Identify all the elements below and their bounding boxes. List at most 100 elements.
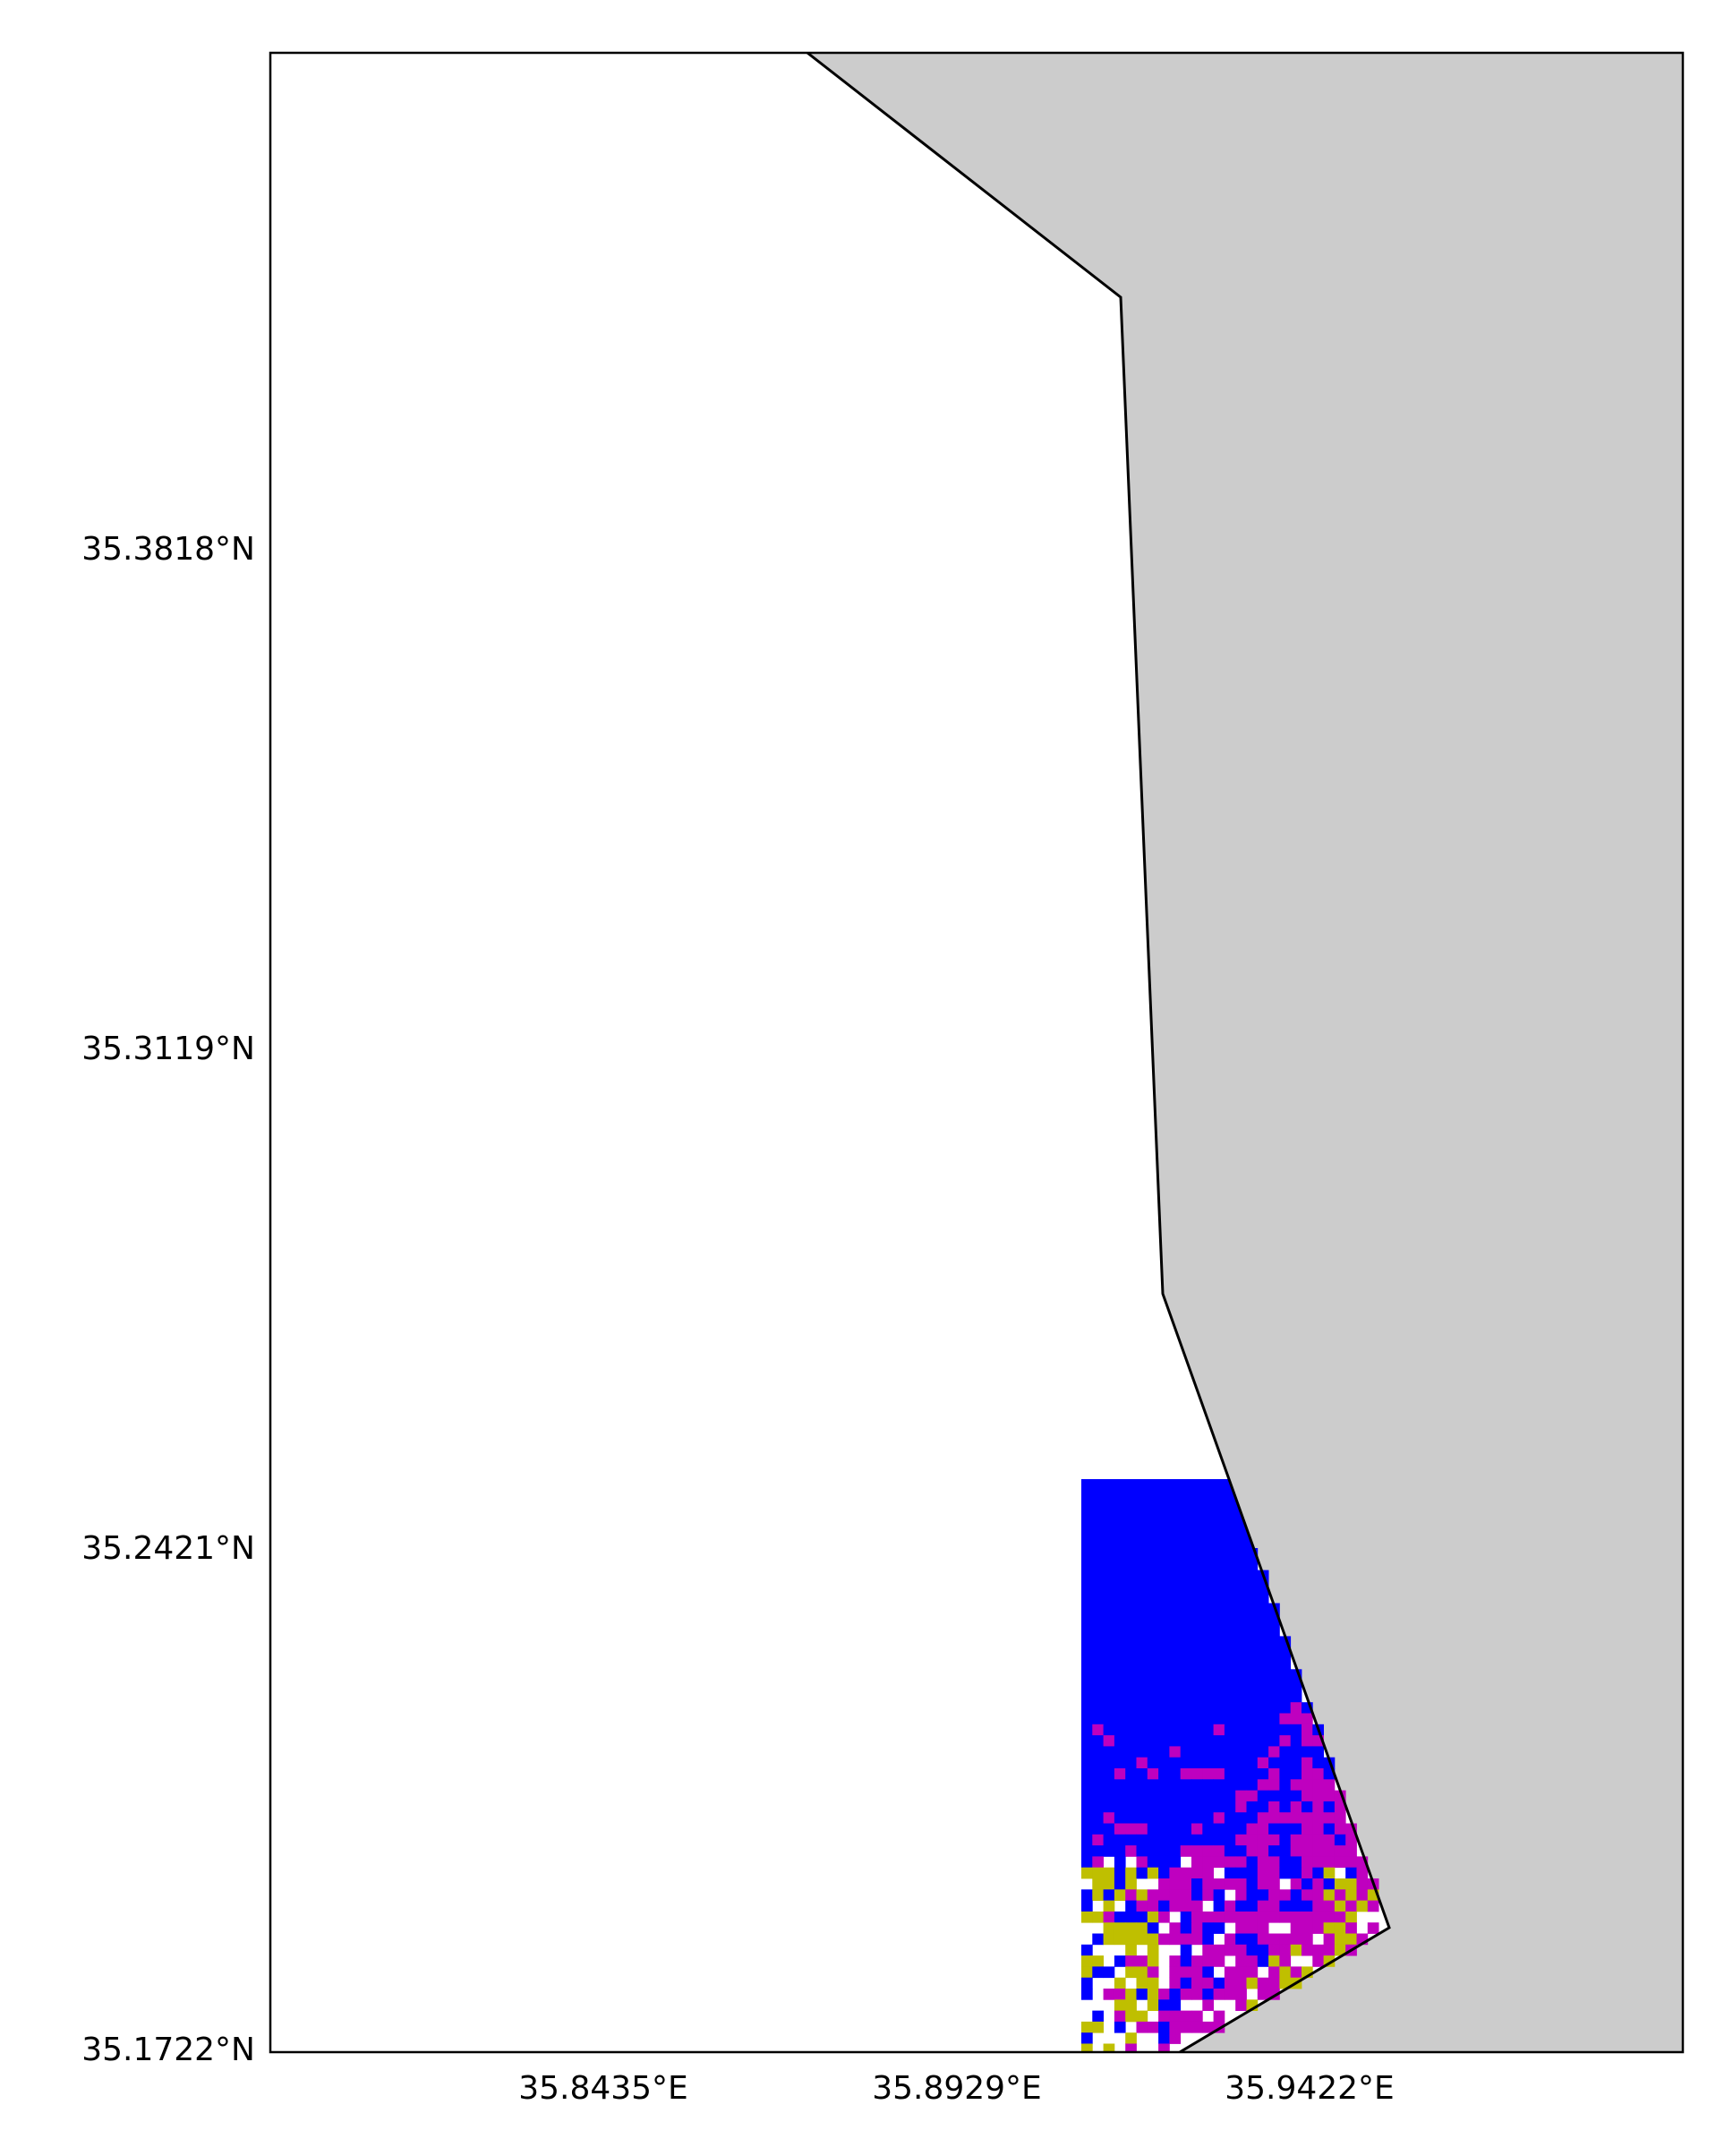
raster-cell-yellow [1125,1878,1137,1890]
raster-cell-blue [1158,1658,1170,1670]
raster-cell-blue [1092,1933,1104,1946]
raster-cell-yellow [1136,1966,1148,1979]
raster-cell-blue [1279,1768,1292,1780]
raster-cell-blue [1114,1955,1126,1967]
raster-cell-blue [1246,1889,1259,1901]
raster-cell-yellow [1081,1911,1093,1923]
raster-cell-blue [1136,1570,1148,1582]
raster-cell-blue [1092,1713,1104,1725]
raster-cell-blue [1114,1592,1126,1604]
raster-cell-blue [1114,1834,1126,1846]
raster-cell-yellow [1092,2021,1104,2033]
raster-cell-yellow [1114,1999,1126,2011]
raster-cell-magenta [1356,1889,1369,1901]
raster-cell-blue [1235,1933,1247,1946]
raster-cell-magenta [1268,1911,1280,1923]
raster-cell-magenta [1092,1856,1104,1869]
raster-cell-blue [1147,1559,1159,1570]
raster-cell-blue [1147,1669,1159,1681]
raster-cell-blue [1081,1680,1093,1692]
raster-cell-magenta [1235,1889,1247,1901]
raster-cell-blue [1257,1690,1269,1703]
raster-cell-blue [1125,1559,1137,1570]
raster-cell-magenta [1279,1735,1292,1747]
raster-cell-magenta [1268,1867,1280,1879]
raster-cell-blue [1257,1613,1269,1626]
raster-cell-blue [1169,1779,1182,1791]
raster-cell-magenta [1202,1999,1214,2011]
raster-cell-blue [1125,1570,1137,1582]
raster-cell-blue [1246,1900,1259,1912]
raster-cell-yellow [1114,1933,1126,1946]
raster-cell-magenta [1302,1856,1313,1869]
raster-cell-blue [1136,1911,1148,1923]
raster-cell-blue [1169,1834,1182,1846]
raster-cell-magenta [1302,1834,1313,1846]
raster-cell-yellow [1279,1966,1292,1979]
raster-cell-magenta [1224,1878,1236,1890]
raster-cell-blue [1202,1757,1214,1769]
raster-cell-blue [1202,1790,1214,1802]
raster-cell-blue [1147,1779,1159,1791]
raster-cell-blue [1302,1900,1313,1912]
raster-cell-magenta [1345,1922,1357,1934]
raster-cell-magenta [1323,1856,1336,1869]
raster-cell-magenta [1257,1933,1269,1946]
raster-cell-blue [1180,1955,1192,1967]
raster-cell-blue [1224,1735,1236,1747]
raster-cell-blue [1125,1702,1137,1714]
raster-cell-blue [1136,1669,1148,1681]
raster-cell-blue [1103,1702,1115,1714]
raster-cell-magenta [1334,1911,1346,1923]
raster-cell-magenta [1180,1900,1192,1912]
raster-cell-blue [1191,1647,1203,1659]
raster-cell-blue [1213,1603,1225,1615]
raster-cell-magenta [1290,1702,1302,1714]
raster-cell-blue [1081,1977,1093,1989]
raster-cell-blue [1268,1724,1280,1736]
raster-cell-blue [1191,1548,1203,1560]
raster-cell-magenta [1246,1955,1259,1967]
raster-cell-blue [1202,1746,1214,1758]
raster-cell-blue [1246,1680,1259,1692]
raster-cell-magenta [1158,1933,1170,1946]
raster-cell-blue [1092,1647,1104,1659]
raster-cell-blue [1180,1702,1192,1714]
raster-cell-blue [1180,1548,1192,1560]
raster-cell-magenta [1235,1790,1247,1802]
raster-cell-blue [1191,1625,1203,1637]
raster-cell-magenta [1302,1724,1313,1736]
raster-cell-yellow [1125,1999,1137,2011]
raster-cell-blue [1268,1823,1280,1835]
raster-cell-blue [1202,1933,1214,1946]
raster-cell-blue [1257,1669,1269,1681]
raster-cell-blue [1136,1713,1148,1725]
raster-cell-magenta [1125,1955,1137,1967]
x-tick-label: 35.8929°E [872,2070,1042,2107]
raster-cell-blue [1114,1790,1126,1802]
raster-cell-magenta [1147,1900,1159,1912]
raster-cell-yellow [1125,1933,1137,1946]
raster-cell-blue [1235,1724,1247,1736]
raster-cell-blue [1158,1834,1170,1846]
raster-cell-magenta [1302,1845,1313,1857]
raster-cell-blue [1202,1702,1214,1714]
raster-cell-blue [1257,1944,1269,1956]
raster-cell-magenta [1147,2021,1159,2033]
raster-cell-magenta [1268,1900,1280,1912]
raster-cell-magenta [1312,1823,1324,1835]
raster-cell-magenta [1290,1922,1302,1934]
raster-cell-blue [1125,1801,1137,1813]
raster-cell-blue [1103,1746,1115,1758]
raster-cell-blue [1125,1658,1137,1670]
raster-cell-blue [1279,1669,1292,1681]
raster-cell-blue [1202,1801,1214,1813]
raster-cell-blue [1114,1812,1126,1824]
raster-cell-blue [1081,1559,1093,1570]
raster-cell-blue [1279,1801,1292,1813]
raster-cell-blue [1092,1966,1104,1979]
raster-cell-magenta [1257,1856,1269,1869]
raster-cell-magenta [1114,1768,1126,1780]
raster-cell-blue [1290,1746,1302,1758]
raster-cell-blue [1224,1812,1236,1824]
